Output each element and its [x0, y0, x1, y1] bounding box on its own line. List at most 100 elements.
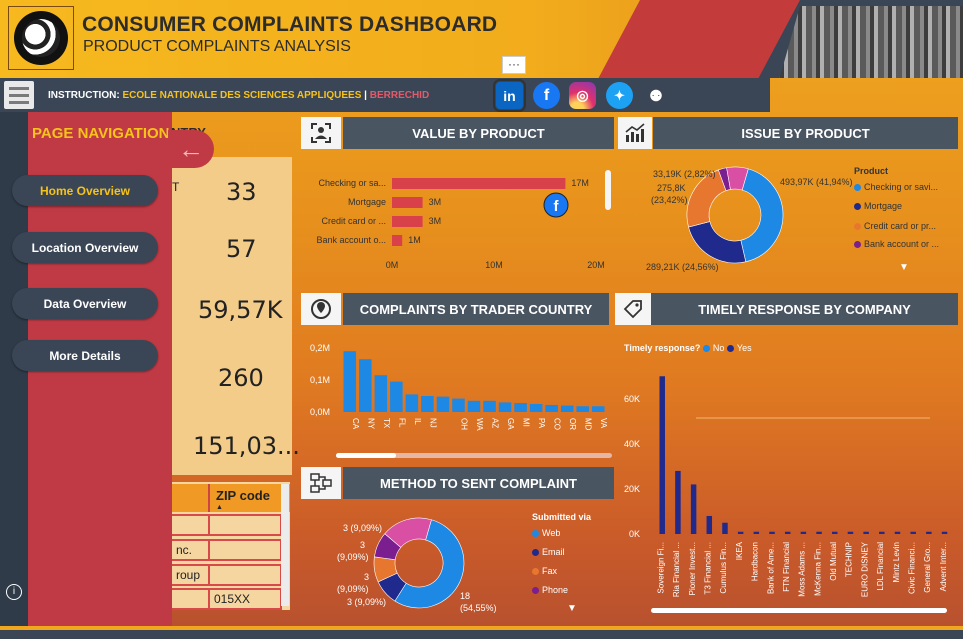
header — [0, 0, 963, 78]
method-legend-item[interactable]: Web — [532, 528, 560, 538]
method-sent-donut[interactable] — [373, 515, 497, 635]
method-sent-title: METHOD TO SENT COMPLAINT — [343, 467, 614, 499]
table-cell[interactable] — [208, 564, 282, 586]
category-label: LDL Financial — [876, 542, 885, 591]
tick-label: 20M — [587, 260, 605, 270]
table-scrollbar[interactable] — [281, 484, 289, 606]
nav-more-details-button[interactable]: More Details — [12, 340, 158, 371]
legend-dot — [532, 530, 539, 538]
bar — [374, 375, 388, 412]
facebook-icon[interactable]: f — [533, 82, 560, 109]
method-legend-item[interactable]: Fax — [532, 566, 557, 576]
category-label: FL — [397, 418, 406, 428]
more-options-button[interactable]: ··· — [502, 56, 526, 74]
bottom-bar — [0, 630, 963, 639]
kpi-value-1: 33 — [226, 178, 257, 206]
category-label: GA — [506, 418, 515, 430]
table-cell[interactable] — [208, 539, 282, 561]
instagram-icon[interactable]: ◎ — [569, 82, 596, 109]
tick-label: 0,2M — [310, 343, 330, 353]
chart-scrollbar[interactable] — [651, 608, 947, 613]
timely-response-chart[interactable]: 60K 40K 20K 0K Sovereign Fi... Ria Financial … — [618, 355, 958, 615]
legend-label-yes[interactable]: Yes — [736, 343, 752, 353]
method-legend-item[interactable]: Phone — [532, 585, 568, 595]
github-icon[interactable]: ⚉ — [649, 88, 663, 105]
table-cell[interactable] — [170, 588, 210, 610]
issue-legend-item[interactable]: Credit card or pr... — [854, 221, 936, 231]
legend-expand-icon[interactable]: ▼ — [567, 603, 577, 614]
table-cell[interactable]: roup — [170, 564, 210, 586]
issue-by-product-title: ISSUE BY PRODUCT — [653, 117, 958, 149]
flow-diagram-icon — [301, 467, 341, 499]
category-label: Old Mutual — [829, 542, 838, 581]
kpi-value-2: 57 — [226, 235, 257, 263]
linkedin-icon[interactable]: in — [493, 79, 526, 112]
instruction-label: INSTRUCTION: — [48, 90, 123, 101]
chart-scrollbar[interactable] — [605, 170, 611, 210]
legend-label: Phone — [542, 585, 569, 595]
bar — [926, 531, 932, 534]
legend-dot — [726, 345, 734, 353]
bar — [706, 515, 713, 534]
bar — [529, 404, 543, 412]
bar — [941, 531, 948, 534]
nav-location-overview-button[interactable]: Location Overview — [12, 232, 158, 263]
table-cell[interactable] — [208, 514, 282, 536]
issue-label-4: 33,19K (2,82%) — [653, 169, 716, 179]
bar — [514, 403, 527, 412]
issue-legend-item[interactable]: Bank account or ... — [854, 239, 939, 249]
nav-data-overview-button[interactable]: Data Overview — [12, 288, 158, 319]
table-cell[interactable]: 015XX — [208, 588, 282, 610]
value-by-product-chart[interactable]: Checking or sa... 17M Mortgage 3M Credit car… — [300, 160, 605, 300]
category-label: Checking or sa... — [318, 178, 386, 188]
scrollbar-thumb[interactable] — [336, 453, 396, 458]
category-label: Advent Inter... — [939, 542, 948, 591]
bar-chart-icon — [618, 117, 652, 149]
legend-dot — [854, 184, 861, 192]
issue-label-3: (23,42%) — [651, 195, 688, 205]
back-arrow-icon[interactable]: ← — [168, 130, 214, 168]
nav-home-overview-button[interactable]: Home Overview — [12, 175, 158, 206]
bar — [910, 531, 916, 534]
category-label: General Gro... — [923, 542, 932, 593]
issue-label-0: 493,97K (41,94%) — [780, 177, 853, 187]
data-label: 17M — [571, 178, 589, 188]
legend-dot — [854, 223, 861, 231]
tick-label: 10M — [485, 260, 503, 270]
donut-slice — [384, 517, 432, 548]
chart-scrollbar[interactable] — [336, 453, 612, 458]
sort-ascending-icon[interactable]: ▲ — [216, 504, 223, 511]
issue-by-product-donut[interactable] — [686, 163, 808, 283]
legend-label-no[interactable]: No — [712, 343, 725, 353]
hamburger-menu-icon[interactable] — [4, 81, 34, 109]
complaints-by-country-chart[interactable]: 0,2M 0,1M 0,0M CA NY TX FL IL NJ OH WA AZ GA MI PA CO OR… — [300, 340, 608, 460]
legend-label: Mortgage — [864, 201, 903, 211]
method-label: 3 (9,09%) — [343, 523, 383, 533]
method-label: 3 — [364, 572, 370, 582]
method-label: 3 (9,09%) — [347, 597, 387, 607]
value-by-product-title: VALUE BY PRODUCT — [343, 117, 614, 149]
kpi-value-5: 151,03... — [193, 432, 300, 460]
legend-expand-icon[interactable]: ▼ — [899, 262, 909, 273]
zip-code-column-header[interactable]: ZIP code ▲ — [208, 484, 280, 512]
method-label: (9,09%) — [337, 552, 369, 562]
zip-table-header — [170, 484, 290, 512]
bar — [405, 394, 419, 412]
bar — [392, 178, 566, 189]
instruction-separator: | — [361, 90, 370, 101]
complaints-by-country-title: COMPLAINTS BY TRADER COUNTRY — [343, 293, 609, 325]
category-label: TX — [382, 418, 391, 429]
table-cell[interactable] — [170, 514, 210, 536]
category-label: VA — [599, 418, 608, 429]
info-icon[interactable]: i — [6, 584, 22, 600]
issue-legend-item[interactable]: Checking or savi... — [854, 182, 938, 192]
legend-dot — [854, 241, 861, 249]
twitter-icon[interactable]: ✦ — [606, 82, 633, 109]
table-cell[interactable]: nc. — [170, 539, 210, 561]
bar — [436, 396, 450, 412]
header-photo — [770, 6, 963, 78]
method-legend-item[interactable]: Email — [532, 547, 565, 557]
issue-legend-item[interactable]: Mortgage — [854, 201, 902, 211]
legend-dot — [532, 568, 539, 576]
legend-label: Fax — [542, 566, 558, 576]
